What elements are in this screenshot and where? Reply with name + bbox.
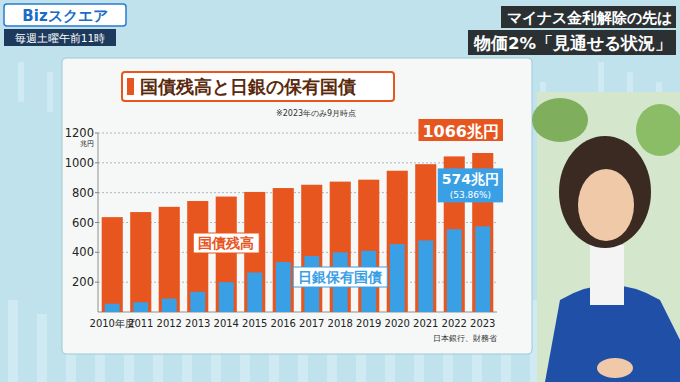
- tick-mark: [95, 133, 98, 134]
- series-label: 国債残高: [198, 235, 254, 251]
- bar: [418, 240, 433, 312]
- x-tick-label: 2012: [157, 318, 182, 329]
- tick-mark: [95, 222, 98, 223]
- screen: Bizスクエア毎週土曜午前11時 マイナス金利解除の先は物価2%「見通せる状況」国…: [0, 0, 680, 382]
- grid-line: [98, 252, 497, 253]
- bar: [219, 282, 234, 312]
- schedule-box: [4, 29, 116, 46]
- x-tick-label: 2015: [242, 318, 267, 329]
- x-tick-label: 2014: [214, 318, 239, 329]
- tick-mark: [95, 162, 98, 163]
- x-tick-label: 2011: [128, 318, 153, 329]
- annotation: (53.86%): [450, 190, 491, 200]
- title: 国債残高と日銀の保有国債: [140, 76, 356, 97]
- bar: [187, 201, 208, 312]
- bg-pattern: [37, 314, 47, 382]
- series-label-box: [193, 233, 259, 253]
- x-tick-label: 2022: [442, 318, 467, 329]
- hair: [559, 136, 651, 248]
- headline-box: [468, 30, 676, 55]
- bg-pattern: [47, 72, 53, 112]
- x-tick-label: 2020: [385, 318, 410, 329]
- bar: [273, 188, 294, 312]
- bg-pattern: [8, 300, 18, 382]
- bar: [247, 272, 262, 312]
- plant: [636, 104, 680, 156]
- tick-mark: [95, 252, 98, 253]
- bg-pattern: [18, 62, 24, 102]
- bar: [102, 217, 123, 312]
- bar: [133, 302, 148, 312]
- x-tick-label: 2018: [328, 318, 353, 329]
- series-label-box: [293, 267, 387, 287]
- value-label-box: [438, 168, 503, 202]
- y-tick-label: 600: [72, 216, 94, 230]
- y-tick-label: 400: [72, 245, 94, 259]
- headline: マイナス金利解除の先は: [507, 9, 672, 27]
- bar: [447, 229, 462, 312]
- headline: 物価2%「見通せる状況」: [473, 34, 672, 53]
- headline-box: [501, 6, 676, 28]
- grid-line: [98, 162, 497, 163]
- bar: [301, 185, 322, 312]
- presenter: [532, 92, 680, 382]
- x-tick-label: 2017: [299, 318, 324, 329]
- hand: [597, 358, 633, 378]
- subtitle: ※2023年のみ9月時点: [276, 109, 356, 118]
- title-box: [122, 72, 394, 101]
- x-tick-label: 2023: [470, 318, 495, 329]
- schedule: 毎週土曜午前11時: [15, 32, 105, 44]
- value-label-box: [418, 119, 503, 141]
- bar: [159, 207, 180, 312]
- title-icon: [127, 78, 134, 95]
- tick-mark: [95, 282, 98, 283]
- y-tick-label: 1000: [65, 156, 94, 170]
- program-name: Bizスクエア: [22, 7, 107, 25]
- bar: [216, 197, 237, 312]
- value-label: 1066兆円: [422, 122, 499, 141]
- background: [0, 0, 680, 382]
- value-label: 574兆円: [442, 171, 499, 187]
- bar: [475, 226, 490, 312]
- series-label: 日銀保有国債: [298, 269, 382, 285]
- x-tick-label: 2016: [271, 318, 296, 329]
- y-unit: 兆円: [80, 140, 94, 148]
- source: 日本銀行、財務省: [433, 334, 497, 343]
- baseline: [98, 312, 497, 313]
- face: [578, 169, 634, 241]
- plant: [532, 98, 588, 142]
- grid-line: [98, 192, 497, 193]
- grid-line: [98, 222, 497, 223]
- bar: [105, 304, 120, 312]
- y-tick-label: 200: [72, 275, 94, 289]
- bar: [162, 299, 177, 312]
- bars: [102, 153, 494, 312]
- y-axis: [98, 133, 99, 312]
- x-tick-label: 2013: [185, 318, 210, 329]
- bar: [390, 244, 405, 312]
- bar: [130, 212, 151, 312]
- bar: [330, 182, 351, 312]
- bar: [276, 262, 291, 312]
- y-tick-label: 800: [72, 186, 94, 200]
- y-tick-label: 1200: [65, 126, 94, 140]
- bar: [415, 164, 436, 312]
- turtleneck: [590, 245, 624, 305]
- bar: [190, 292, 205, 312]
- logo-box: [4, 4, 126, 26]
- bar: [358, 180, 379, 312]
- x-tick-label: 2021: [413, 318, 438, 329]
- x-tick-label: 2019: [356, 318, 381, 329]
- tick-mark: [95, 192, 98, 193]
- bar: [387, 171, 408, 312]
- chart-panel: [62, 58, 532, 354]
